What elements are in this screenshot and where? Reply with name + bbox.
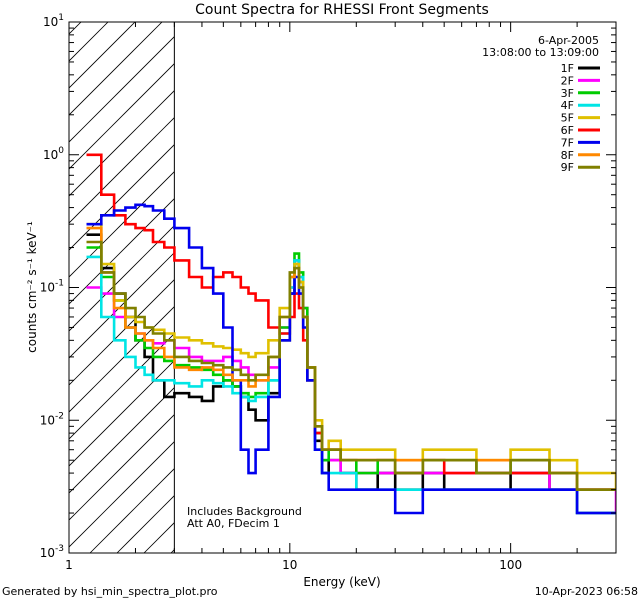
annotation-attenuator: Att A0, FDecim 1 xyxy=(187,517,280,530)
series-2F xyxy=(86,259,616,515)
hatch-line xyxy=(69,63,175,170)
series-1F xyxy=(86,233,616,515)
shaded-below-3kev-region xyxy=(0,0,175,553)
y-tick-label: 10-1 xyxy=(40,279,64,295)
hatch-line xyxy=(69,90,175,197)
legend-label-2F: 2F xyxy=(561,74,574,87)
annotation-background: Includes Background xyxy=(187,505,302,518)
hatch-line xyxy=(69,198,175,305)
hatch-line xyxy=(69,22,136,89)
hatch-line xyxy=(69,117,175,224)
hatch-line xyxy=(69,22,163,116)
legend-date: 6-Apr-2005 xyxy=(538,34,599,47)
legend-label-7F: 7F xyxy=(561,136,574,149)
y-tick-label: 10-3 xyxy=(40,544,64,560)
y-tick-label: 100 xyxy=(43,146,64,162)
hatch-line xyxy=(69,441,175,548)
y-tick-label: 101 xyxy=(43,13,64,29)
legend-label-5F: 5F xyxy=(561,112,574,125)
y-axis-label: counts cm⁻² s⁻¹ keV⁻¹ xyxy=(25,221,39,353)
hatch-line xyxy=(69,22,109,62)
legend-label-1F: 1F xyxy=(561,62,574,75)
hatch-line xyxy=(89,468,175,553)
hatch-line xyxy=(69,333,175,440)
series-4F xyxy=(86,255,616,515)
footer-timestamp: 10-Apr-2023 06:58 xyxy=(535,585,638,598)
hatch-line xyxy=(69,36,175,143)
chart-title: Count Spectra for RHESSI Front Segments xyxy=(195,2,489,18)
hatch-line xyxy=(69,171,175,278)
legend-label-4F: 4F xyxy=(561,99,574,112)
legend-time-range: 13:08:00 to 13:09:00 xyxy=(482,46,599,59)
y-tick-label: 10-2 xyxy=(40,411,64,427)
spectra-series-layer xyxy=(86,153,616,515)
series-6F xyxy=(86,153,616,491)
legend-label-8F: 8F xyxy=(561,149,574,162)
series-7F xyxy=(86,203,616,515)
hatch-line xyxy=(69,225,175,332)
hatch-line xyxy=(69,279,175,386)
footer-generated-by: Generated by hsi_min_spectra_plot.pro xyxy=(2,585,218,598)
hatch-line xyxy=(69,306,175,413)
hatch-line xyxy=(69,360,175,467)
legend-label-6F: 6F xyxy=(561,124,574,137)
hatch-line xyxy=(69,144,175,251)
x-tick-label: 10 xyxy=(282,558,297,572)
series-9F xyxy=(86,240,616,491)
x-tick-label: 1 xyxy=(65,558,73,572)
axis-ticks: 1 10 100 101 100 10-1 10-2 10-3 xyxy=(40,13,617,572)
x-tick-label: 100 xyxy=(499,558,522,572)
x-axis-label: Energy (keV) xyxy=(303,575,380,589)
legend-label-3F: 3F xyxy=(561,87,574,100)
hatch-line xyxy=(69,414,175,521)
hatch-line xyxy=(69,387,175,494)
legend-label-9F: 9F xyxy=(561,161,574,174)
hatch-line xyxy=(0,0,96,553)
